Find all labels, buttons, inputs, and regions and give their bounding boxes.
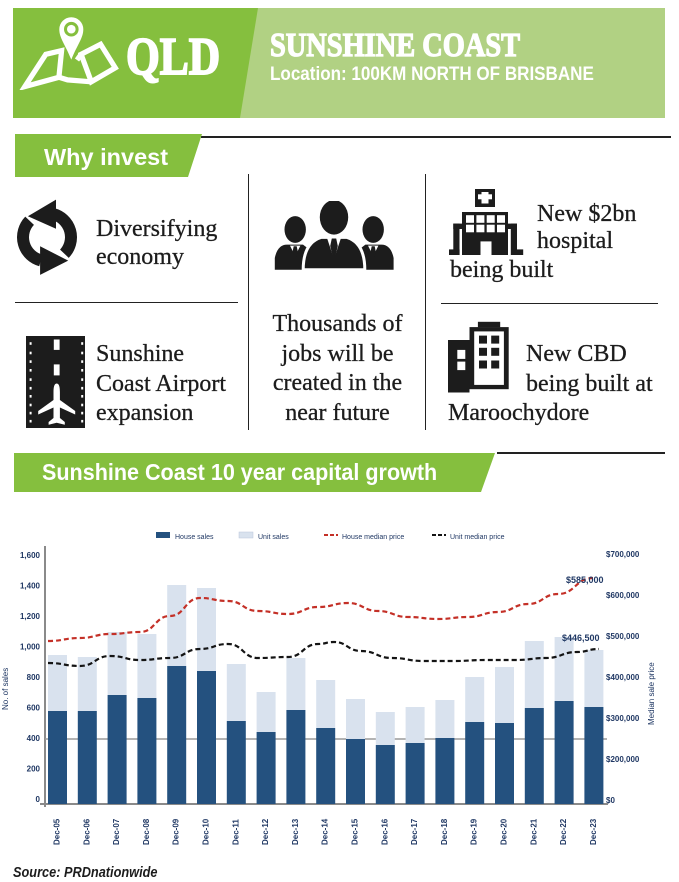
svg-text:Dec-08: Dec-08	[142, 818, 151, 845]
svg-text:Dec-09: Dec-09	[172, 818, 181, 845]
svg-text:1,400: 1,400	[20, 582, 41, 591]
svg-text:Median sale price: Median sale price	[647, 662, 656, 725]
svg-text:Dec-11: Dec-11	[231, 819, 240, 845]
svg-text:$500,000: $500,000	[606, 632, 640, 641]
svg-text:House sales: House sales	[175, 534, 214, 541]
svg-text:$0: $0	[606, 796, 615, 805]
svg-text:Dec-18: Dec-18	[440, 818, 449, 845]
svg-text:$600,000: $600,000	[606, 591, 640, 600]
svg-text:Dec-19: Dec-19	[470, 818, 479, 845]
svg-text:0: 0	[36, 795, 41, 804]
svg-text:Dec-12: Dec-12	[261, 818, 270, 845]
svg-text:400: 400	[27, 734, 41, 743]
svg-text:$300,000: $300,000	[606, 714, 640, 723]
svg-text:Dec-14: Dec-14	[321, 818, 330, 845]
svg-text:800: 800	[27, 673, 41, 682]
svg-text:$700,000: $700,000	[606, 550, 640, 559]
svg-text:1,200: 1,200	[20, 612, 41, 621]
svg-text:Dec-22: Dec-22	[559, 818, 568, 845]
svg-text:House median price: House median price	[342, 534, 404, 541]
svg-text:$400,000: $400,000	[606, 673, 640, 682]
svg-text:Dec-07: Dec-07	[112, 818, 121, 845]
svg-text:No. of sales: No. of sales	[1, 668, 10, 710]
svg-text:$446,500: $446,500	[562, 633, 600, 643]
svg-text:$585,000: $585,000	[566, 575, 604, 585]
svg-text:200: 200	[27, 765, 41, 774]
svg-text:Dec-15: Dec-15	[351, 818, 360, 845]
svg-text:Dec-06: Dec-06	[82, 818, 91, 845]
svg-text:Unit median price: Unit median price	[450, 534, 505, 541]
svg-text:Dec-21: Dec-21	[529, 818, 538, 845]
svg-text:Dec-20: Dec-20	[500, 818, 509, 845]
svg-text:Dec-16: Dec-16	[380, 818, 389, 845]
svg-text:Dec-13: Dec-13	[291, 818, 300, 845]
svg-text:Unit sales: Unit sales	[258, 534, 289, 541]
svg-text:Dec-23: Dec-23	[589, 818, 598, 845]
svg-text:600: 600	[27, 704, 41, 713]
svg-text:1,000: 1,000	[20, 643, 41, 652]
svg-text:Dec-05: Dec-05	[53, 818, 62, 845]
svg-text:1,600: 1,600	[20, 551, 41, 560]
svg-text:$200,000: $200,000	[606, 755, 640, 764]
svg-text:Dec-10: Dec-10	[202, 818, 211, 845]
svg-text:Dec-17: Dec-17	[410, 818, 419, 845]
